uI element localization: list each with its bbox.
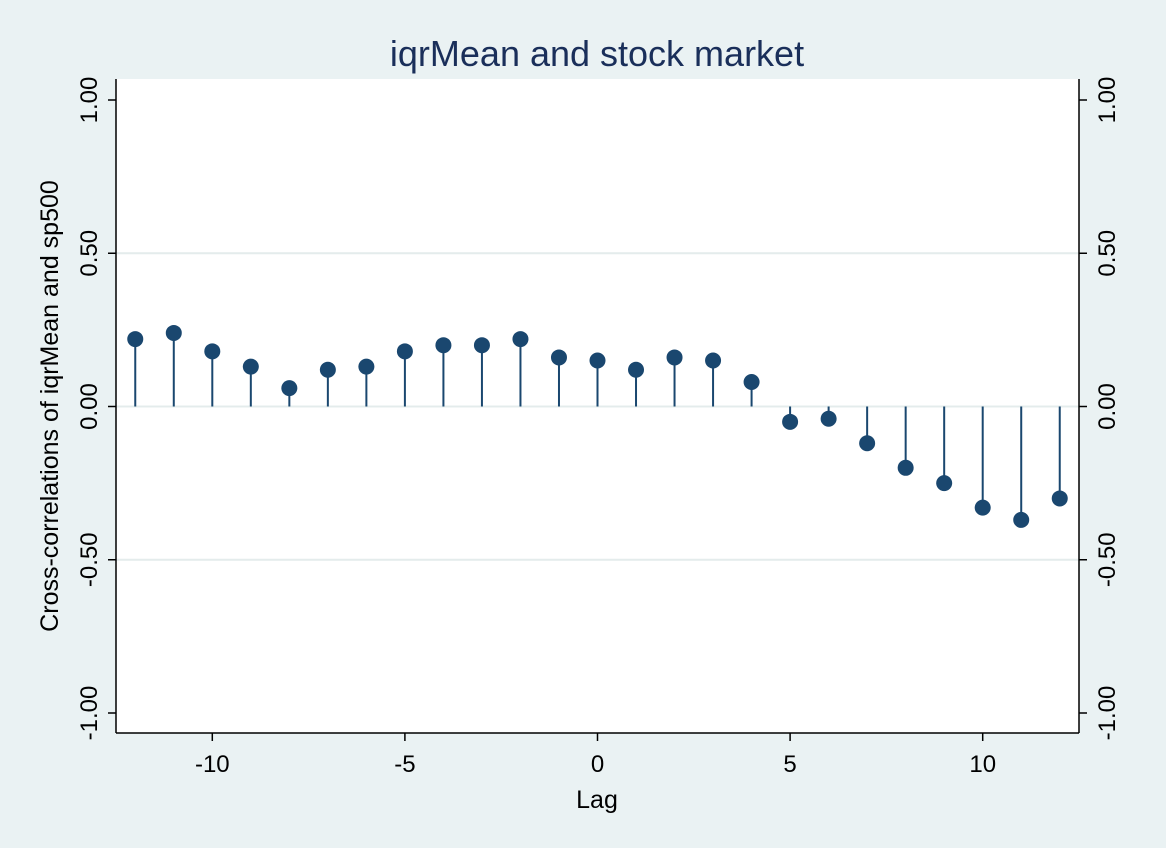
y-tick-label-left: -0.50 xyxy=(76,532,103,587)
data-point xyxy=(319,361,336,378)
x-tick-label: 0 xyxy=(591,751,604,778)
data-point xyxy=(127,331,144,348)
y-tick-label-right: 1.00 xyxy=(1094,77,1121,124)
data-point xyxy=(512,331,529,348)
data-point xyxy=(550,349,567,366)
data-point xyxy=(1013,511,1030,528)
data-point xyxy=(396,343,413,360)
data-point xyxy=(820,410,837,427)
y-axis-label: Cross-correlations of iqrMean and sp500 xyxy=(36,180,64,632)
axes: -1.00 -1.00 -0.50 -0.50 0.00 0.00 0.50 0.50 1.00… xyxy=(76,77,1121,778)
data-point xyxy=(1051,490,1068,507)
x-tick-label: 5 xyxy=(783,751,796,778)
chart-title: iqrMean and stock market xyxy=(390,33,804,74)
data-point xyxy=(897,459,914,476)
y-tick-label-left: 1.00 xyxy=(76,77,103,124)
data-point xyxy=(974,499,991,516)
data-marks xyxy=(127,324,1068,528)
data-point xyxy=(859,435,876,452)
data-point xyxy=(782,413,799,430)
x-tick-label: -10 xyxy=(195,751,230,778)
data-point xyxy=(666,349,683,366)
y-tick-label-left: 0.00 xyxy=(76,383,103,430)
y-tick-label-right: -1.00 xyxy=(1094,686,1121,741)
data-point xyxy=(936,475,953,492)
data-point xyxy=(435,337,452,354)
data-point xyxy=(204,343,221,360)
data-point xyxy=(589,352,606,369)
x-tick-label: 10 xyxy=(969,751,996,778)
y-tick-label-left: 0.50 xyxy=(76,230,103,277)
data-point xyxy=(628,361,645,378)
x-tick-label: -5 xyxy=(394,751,415,778)
y-tick-label-right: 0.00 xyxy=(1094,383,1121,430)
data-point xyxy=(281,380,298,397)
data-point xyxy=(242,358,259,375)
data-point xyxy=(165,324,182,341)
y-tick-label-right: 0.50 xyxy=(1094,230,1121,277)
y-tick-label-right: -0.50 xyxy=(1094,532,1121,587)
data-point xyxy=(358,358,375,375)
data-point xyxy=(743,373,760,390)
y-tick-label-left: -1.00 xyxy=(76,686,103,741)
x-axis-label: Lag xyxy=(576,786,618,814)
data-point xyxy=(473,337,490,354)
data-point xyxy=(705,352,722,369)
